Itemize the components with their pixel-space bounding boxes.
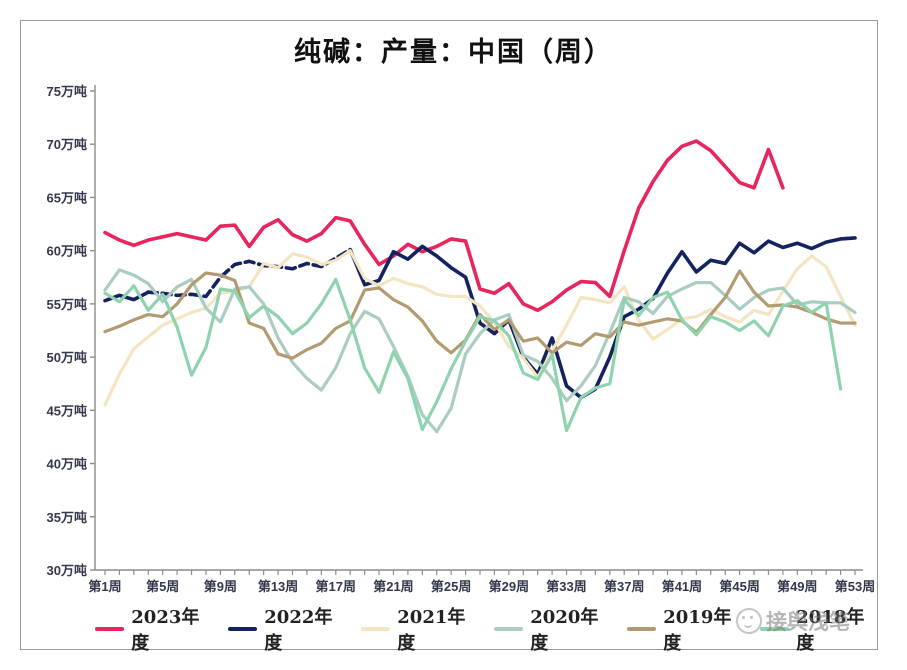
x-tick-label: 第5周: [146, 579, 179, 594]
y-tick-label: 55万吨: [47, 297, 87, 312]
legend-swatch-2019年度: [627, 627, 657, 631]
legend-swatch-2023年度: [95, 627, 125, 631]
x-tick-label: 第41周: [662, 579, 702, 594]
chart-legend: 2023年度 2022年度 2021年度 2020年度 2019年度 2018年度: [95, 607, 875, 654]
legend-item-2023年度: 2023年度: [95, 603, 210, 655]
y-tick-label: 65万吨: [47, 190, 87, 205]
legend-item-2019年度: 2019年度: [627, 603, 742, 655]
x-tick-label: 第1周: [88, 579, 121, 594]
chart-title: 纯碱：产量：中国（周）: [294, 37, 613, 68]
legend-label: 2021年度: [397, 607, 466, 654]
series-line-2018年度: [103, 277, 843, 433]
series-line-2022年度: [146, 247, 352, 299]
legend-label: 2019年度: [663, 607, 732, 654]
y-tick-label: 35万吨: [47, 510, 87, 525]
x-tick-label: 第17周: [316, 579, 356, 594]
y-tick-label: 30万吨: [47, 563, 87, 578]
y-tick-label: 45万吨: [47, 403, 87, 418]
x-tick-label: 第37周: [604, 579, 644, 594]
legend-label: 2023年度: [131, 607, 200, 654]
legend-swatch-2022年度: [228, 627, 258, 631]
series-line-2022年度: [348, 236, 857, 400]
legend-item-2018年度: 2018年度: [760, 603, 875, 655]
x-tick-label: 第45周: [719, 579, 759, 594]
x-tick-label: 第21周: [373, 579, 413, 594]
legend-swatch-2021年度: [361, 627, 391, 631]
x-tick-label: 第29周: [489, 579, 529, 594]
x-tick-label: 第25周: [431, 579, 471, 594]
x-tick-label: 第13周: [258, 579, 298, 594]
series-line-2023年度: [103, 139, 785, 313]
x-tick-label: 第9周: [204, 579, 237, 594]
y-tick-label: 40万吨: [47, 457, 87, 472]
series-line-2020年度: [103, 268, 857, 434]
legend-item-2022年度: 2022年度: [228, 603, 343, 655]
page-border: [20, 20, 878, 650]
x-tick-label: 第33周: [546, 579, 586, 594]
legend-label: 2018年度: [796, 607, 865, 654]
y-tick-label: 60万吨: [47, 244, 87, 259]
y-tick-label: 75万吨: [47, 84, 87, 99]
series-line-2019年度: [103, 269, 857, 360]
y-tick-label: 70万吨: [47, 137, 87, 152]
legend-swatch-2020年度: [494, 627, 524, 631]
y-tick-label: 50万吨: [47, 350, 87, 365]
legend-item-2020年度: 2020年度: [494, 603, 609, 655]
x-tick-label: 第49周: [777, 579, 817, 594]
legend-swatch-2018年度: [760, 627, 790, 631]
legend-label: 2022年度: [264, 607, 333, 654]
legend-item-2021年度: 2021年度: [361, 603, 476, 655]
x-tick-label: 第53周: [835, 579, 875, 594]
legend-label: 2020年度: [530, 607, 599, 654]
